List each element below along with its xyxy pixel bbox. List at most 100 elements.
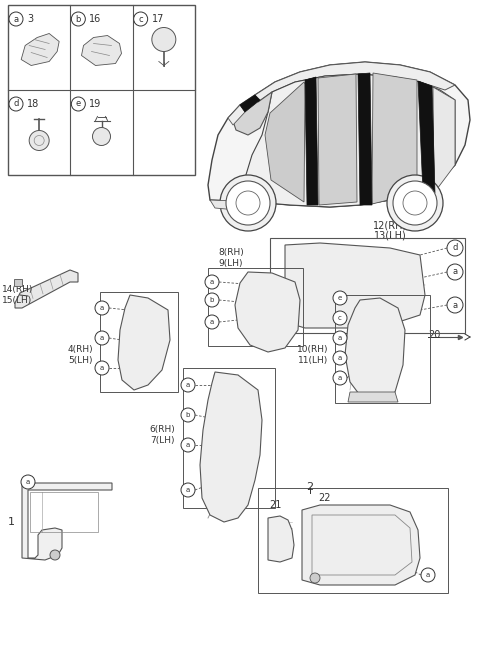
Text: e: e bbox=[338, 295, 342, 301]
Text: b: b bbox=[76, 14, 81, 24]
Polygon shape bbox=[418, 81, 435, 193]
Polygon shape bbox=[232, 92, 272, 135]
Circle shape bbox=[29, 131, 49, 150]
Circle shape bbox=[421, 568, 435, 582]
Polygon shape bbox=[433, 87, 455, 193]
Circle shape bbox=[333, 311, 347, 325]
Text: 4(RH)
5(LH): 4(RH) 5(LH) bbox=[68, 345, 94, 365]
Circle shape bbox=[93, 127, 110, 146]
Polygon shape bbox=[228, 105, 245, 125]
Text: b: b bbox=[186, 412, 190, 418]
Text: e: e bbox=[76, 100, 81, 108]
Circle shape bbox=[181, 408, 195, 422]
Text: a: a bbox=[186, 487, 190, 493]
Circle shape bbox=[95, 331, 109, 345]
Polygon shape bbox=[268, 516, 294, 562]
Polygon shape bbox=[22, 483, 112, 560]
Circle shape bbox=[181, 438, 195, 452]
Text: c: c bbox=[338, 315, 342, 321]
Circle shape bbox=[333, 331, 347, 345]
Polygon shape bbox=[210, 200, 237, 210]
Polygon shape bbox=[255, 62, 455, 102]
Text: d: d bbox=[452, 243, 458, 253]
Polygon shape bbox=[348, 392, 398, 402]
Bar bbox=[8, 5, 195, 175]
Text: a: a bbox=[186, 442, 190, 448]
Text: a: a bbox=[338, 335, 342, 341]
Polygon shape bbox=[82, 35, 121, 66]
Circle shape bbox=[181, 378, 195, 392]
Circle shape bbox=[310, 573, 320, 583]
Circle shape bbox=[95, 301, 109, 315]
Circle shape bbox=[205, 275, 219, 289]
Bar bbox=[100, 292, 178, 392]
Polygon shape bbox=[235, 272, 300, 352]
Bar bbox=[183, 368, 275, 508]
Polygon shape bbox=[200, 372, 262, 522]
Text: 16: 16 bbox=[89, 14, 102, 24]
Text: a: a bbox=[26, 479, 30, 485]
Text: a: a bbox=[100, 305, 104, 311]
Text: a: a bbox=[453, 268, 457, 276]
Text: a: a bbox=[186, 382, 190, 388]
Polygon shape bbox=[372, 73, 417, 204]
Text: 14(RH)
15(LH): 14(RH) 15(LH) bbox=[2, 285, 34, 305]
Text: 3: 3 bbox=[27, 14, 33, 24]
Text: 1: 1 bbox=[8, 517, 15, 527]
Polygon shape bbox=[118, 295, 170, 390]
Polygon shape bbox=[240, 95, 260, 112]
Circle shape bbox=[205, 293, 219, 307]
Polygon shape bbox=[318, 74, 357, 205]
Circle shape bbox=[133, 12, 148, 26]
Polygon shape bbox=[15, 270, 78, 308]
Circle shape bbox=[50, 550, 60, 560]
Circle shape bbox=[9, 12, 23, 26]
Circle shape bbox=[226, 181, 270, 225]
Polygon shape bbox=[305, 77, 318, 205]
Polygon shape bbox=[345, 298, 405, 400]
Text: 10(RH)
11(LH): 10(RH) 11(LH) bbox=[297, 345, 328, 365]
Circle shape bbox=[333, 291, 347, 305]
Circle shape bbox=[21, 475, 35, 489]
Circle shape bbox=[9, 97, 23, 111]
Circle shape bbox=[72, 97, 85, 111]
Bar bbox=[270, 238, 465, 333]
Circle shape bbox=[393, 181, 437, 225]
Text: 6(RH)
7(LH): 6(RH) 7(LH) bbox=[149, 425, 175, 445]
Bar bbox=[30, 492, 98, 532]
Text: a: a bbox=[338, 355, 342, 361]
Circle shape bbox=[152, 28, 176, 52]
Text: 18: 18 bbox=[27, 99, 39, 109]
Bar bbox=[208, 268, 303, 346]
Bar bbox=[335, 295, 430, 403]
Bar bbox=[14, 279, 22, 286]
Text: a: a bbox=[100, 365, 104, 371]
Text: a: a bbox=[426, 572, 430, 578]
Text: 8(RH)
9(LH): 8(RH) 9(LH) bbox=[218, 248, 244, 268]
Circle shape bbox=[333, 351, 347, 365]
Circle shape bbox=[447, 240, 463, 256]
Circle shape bbox=[333, 371, 347, 385]
Text: 19: 19 bbox=[89, 99, 102, 109]
Polygon shape bbox=[21, 33, 59, 66]
Text: a: a bbox=[453, 300, 457, 310]
Text: a: a bbox=[338, 375, 342, 381]
Polygon shape bbox=[358, 73, 372, 205]
Circle shape bbox=[447, 297, 463, 313]
Text: 20: 20 bbox=[428, 330, 440, 340]
Bar bbox=[258, 488, 448, 593]
Text: a: a bbox=[100, 335, 104, 341]
Polygon shape bbox=[302, 505, 420, 585]
Text: 2: 2 bbox=[306, 482, 313, 492]
Polygon shape bbox=[265, 82, 305, 202]
Circle shape bbox=[205, 315, 219, 329]
Text: a: a bbox=[13, 14, 19, 24]
Text: 13(LH): 13(LH) bbox=[373, 230, 407, 240]
Circle shape bbox=[220, 175, 276, 231]
Text: 21: 21 bbox=[269, 500, 281, 510]
Text: d: d bbox=[13, 100, 19, 108]
Circle shape bbox=[95, 361, 109, 375]
Circle shape bbox=[447, 264, 463, 280]
Text: 17: 17 bbox=[152, 14, 164, 24]
Circle shape bbox=[72, 12, 85, 26]
